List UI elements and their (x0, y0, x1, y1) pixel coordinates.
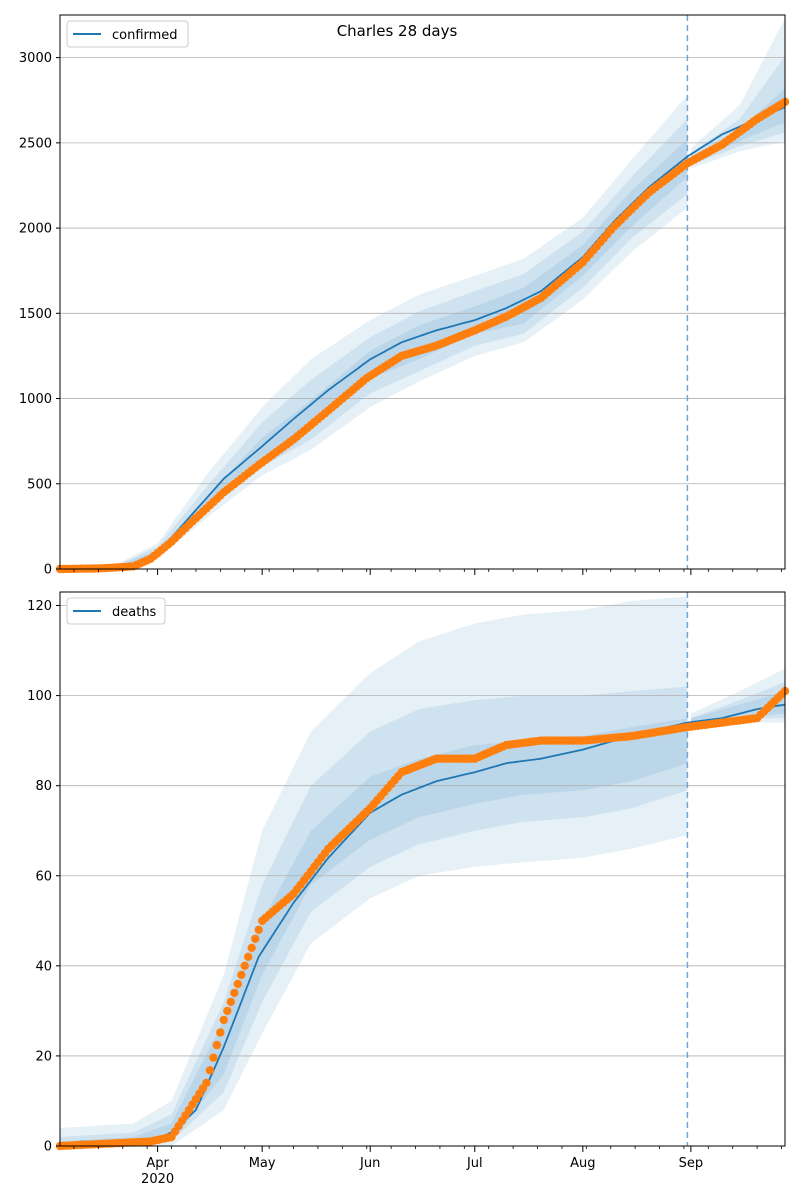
observed-point (226, 997, 235, 1007)
y-tick-label: 2500 (19, 136, 52, 151)
observed-point (212, 1040, 222, 1050)
y-tick-label: 0 (44, 1140, 52, 1155)
x-tick-label: Sep (679, 1156, 704, 1171)
confirmed-observed-points (55, 97, 790, 574)
x-tick-label: Jun (359, 1156, 380, 1171)
confirmed-legend: confirmed (66, 20, 189, 48)
y-tick-label: 120 (27, 599, 52, 614)
observed-point (216, 1028, 225, 1037)
observed-point (254, 925, 263, 934)
band-level-0-seg-1 (690, 18, 785, 169)
deaths-y-axis: 0 20 40 60 80 100 120 (27, 599, 60, 1155)
legend-entry-confirmed: confirmed (112, 28, 178, 43)
band-level-1-seg-0 (60, 119, 688, 569)
confirmed-y-axis: 0 500 1000 1500 2000 2500 3000 (19, 51, 60, 578)
y-tick-label: 100 (27, 689, 52, 704)
observed-point (251, 934, 260, 943)
x-tick-label: Aug (570, 1156, 595, 1171)
y-tick-label: 500 (27, 477, 52, 492)
deaths-observed-points (55, 686, 790, 1151)
y-tick-label: 2000 (19, 222, 52, 237)
band-level-0-seg-0 (60, 596, 688, 1146)
y-tick-label: 80 (35, 779, 52, 794)
band-level-2-seg-0 (60, 718, 688, 1146)
x-tick-label: Jul (466, 1156, 483, 1171)
deaths-axes-frame (59, 591, 786, 1147)
deaths-legend: deaths (66, 597, 166, 625)
y-tick-label: 1000 (19, 392, 52, 407)
observed-point (205, 1066, 215, 1075)
observed-point (240, 961, 249, 970)
observed-point (233, 979, 242, 989)
model-median-line (59, 106, 786, 570)
legend-box (66, 20, 189, 48)
confirmed-model-line (59, 106, 786, 570)
observed-point (247, 943, 256, 952)
legend-entry-deaths: deaths (112, 605, 157, 620)
observed-point (219, 1015, 228, 1025)
x-tick-label: May (249, 1156, 276, 1171)
observed-point (209, 1053, 218, 1062)
y-tick-label: 0 (44, 563, 52, 578)
y-tick-label: 3000 (19, 51, 52, 66)
observed-point (202, 1078, 211, 1088)
y-tick-label: 40 (35, 959, 52, 974)
confirmed-chart: 0 500 1000 1500 2000 2500 3000 confirmed (19, 14, 790, 578)
band-level-0-seg-0 (60, 95, 688, 569)
observed-point (230, 988, 239, 998)
x-tick-label: Apr (146, 1156, 169, 1171)
band-level-2-seg-0 (60, 139, 688, 569)
x-year-label: 2020 (141, 1172, 174, 1187)
figure-title: Charles 28 days (337, 22, 458, 40)
observed-point (223, 1006, 232, 1016)
band-level-1-seg-1 (690, 55, 785, 165)
y-tick-label: 60 (35, 869, 52, 884)
confirmed-x-axis-ticks (73, 569, 782, 575)
y-tick-label: 1500 (19, 307, 52, 322)
y-tick-label: 20 (35, 1049, 52, 1064)
observed-point (237, 970, 246, 979)
confirmed-axes-frame (59, 14, 786, 570)
legend-box (66, 597, 166, 625)
deaths-gridlines (60, 605, 785, 1147)
observed-point (244, 952, 253, 961)
